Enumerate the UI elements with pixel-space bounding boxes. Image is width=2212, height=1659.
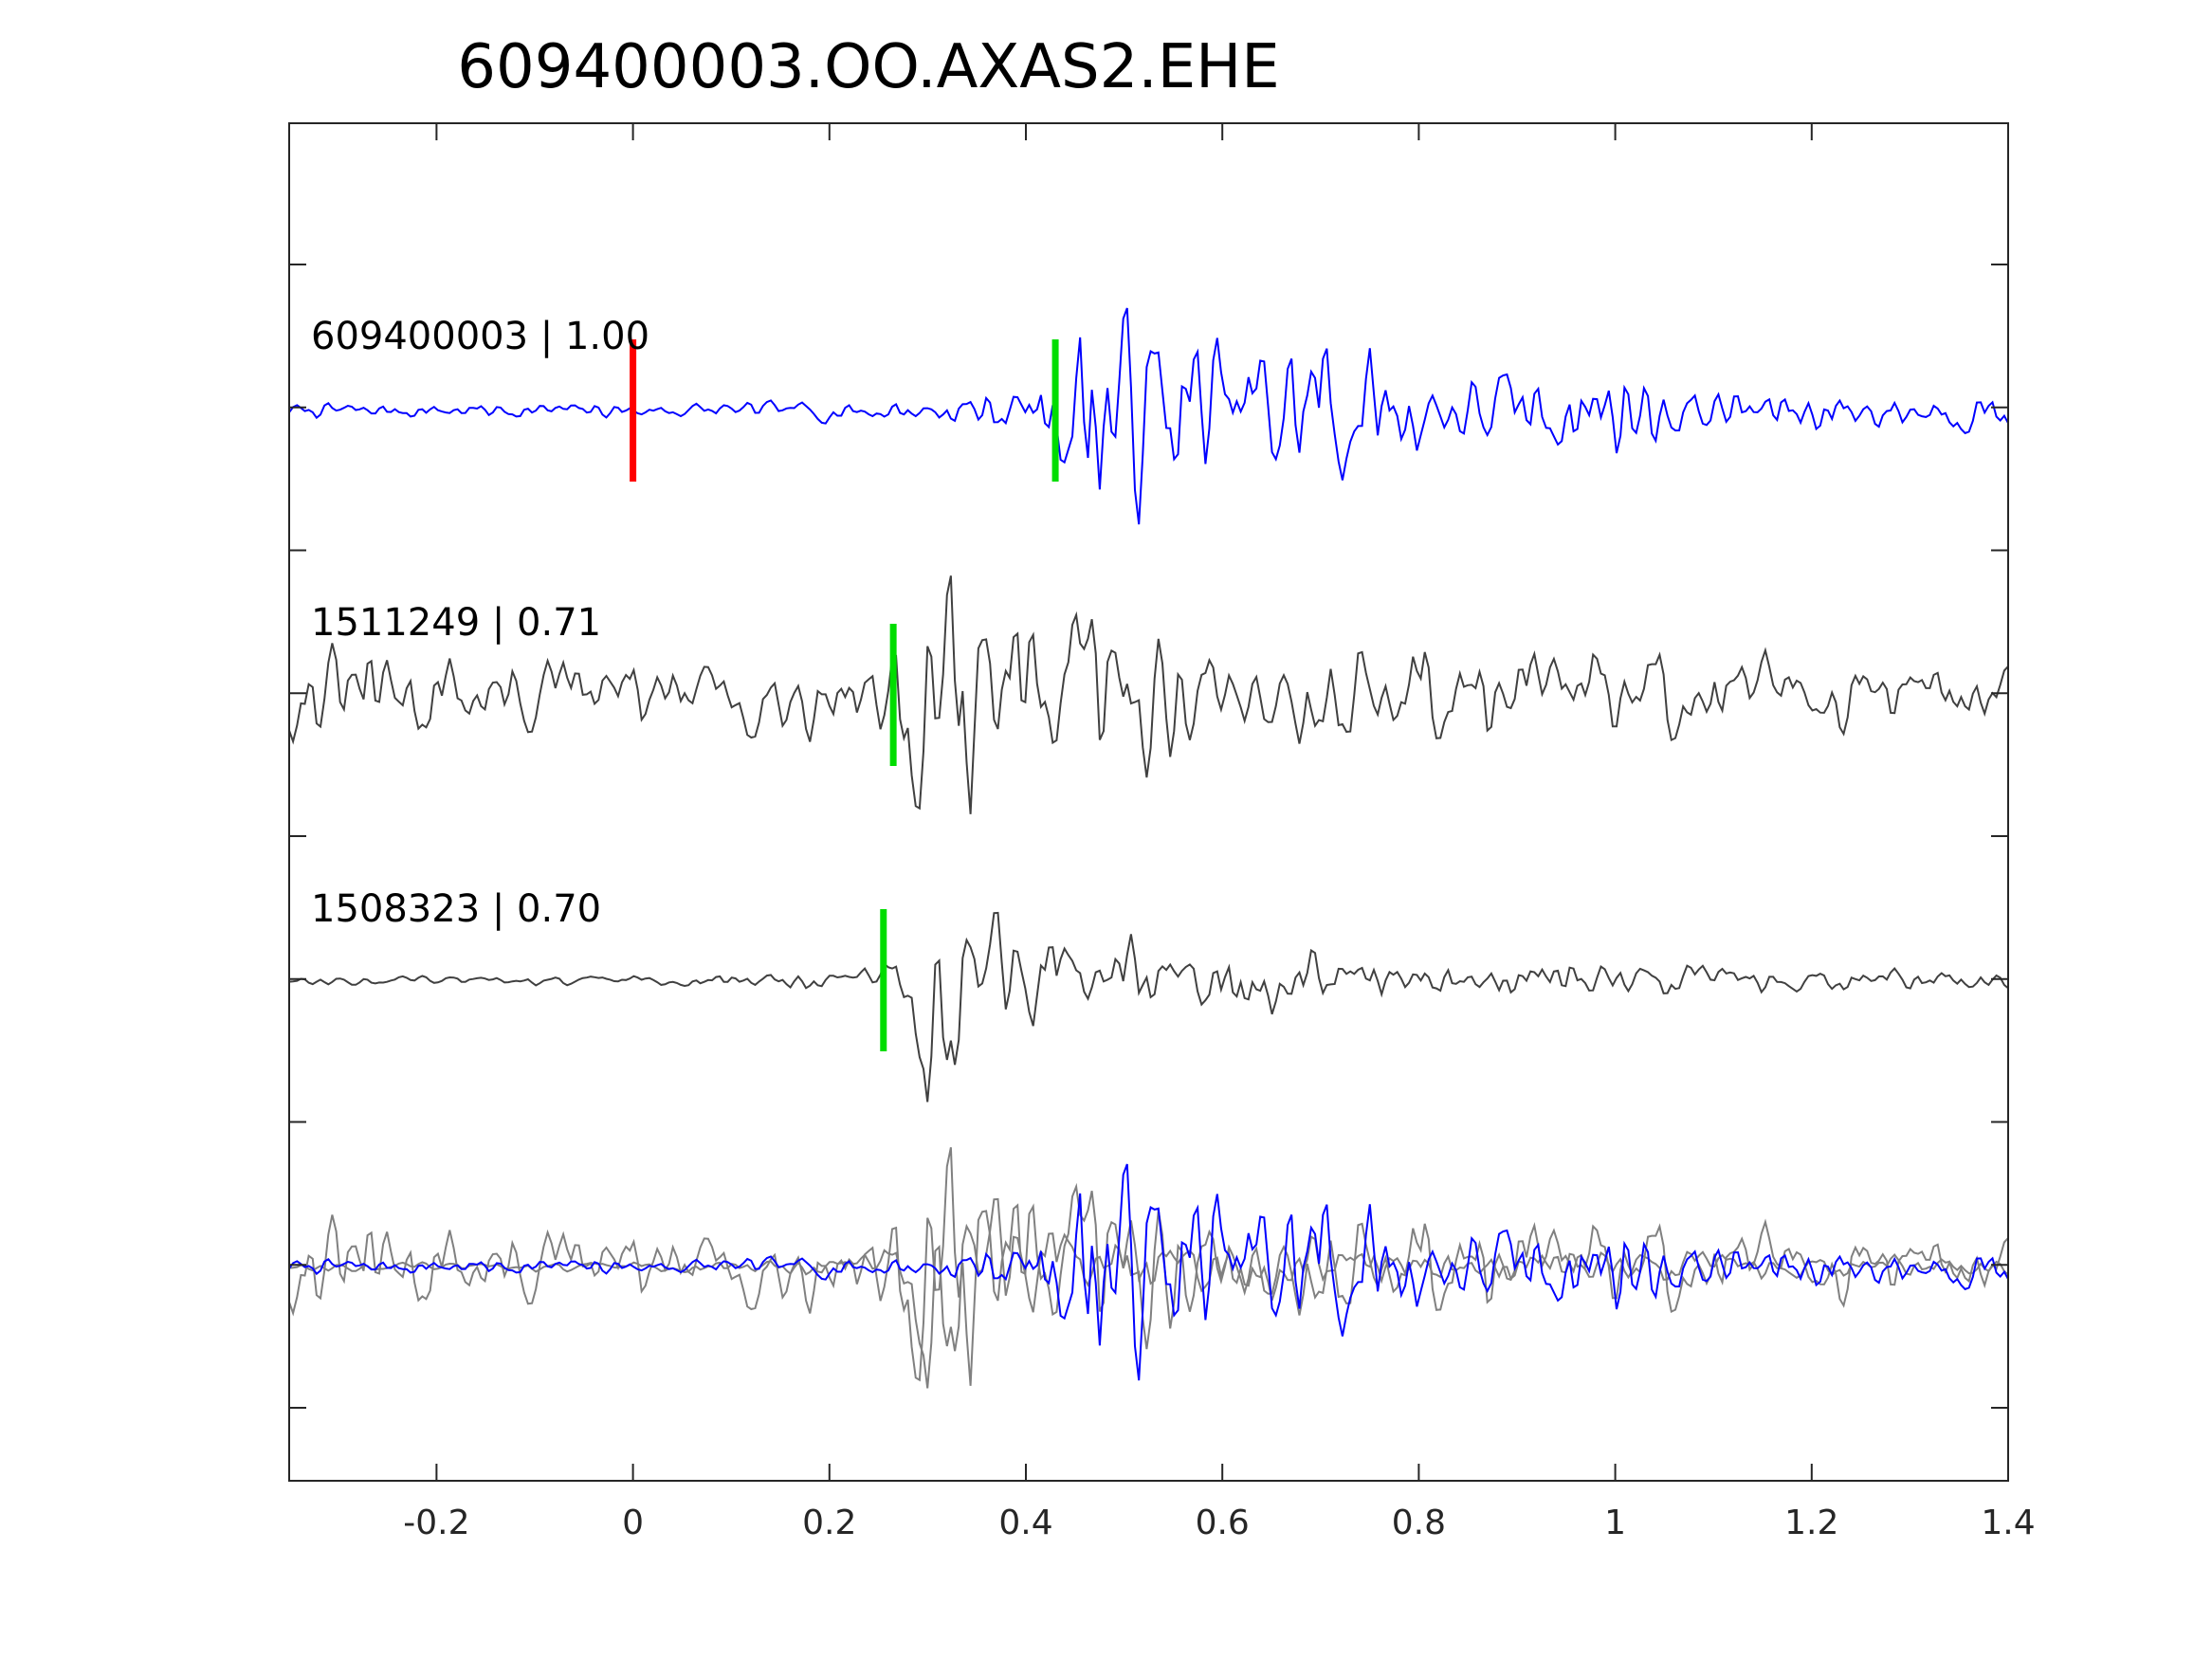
- trace-label: 609400003 | 1.00: [311, 315, 649, 358]
- overlay-trace-line: [288, 1147, 2009, 1386]
- trace-label: 1511249 | 0.71: [311, 601, 601, 645]
- picks-layer: [630, 339, 1059, 1051]
- x-tick-label: 0.2: [802, 1504, 856, 1542]
- trace-label: 1508323 | 0.70: [311, 887, 601, 931]
- trace-line: [288, 575, 2009, 814]
- axes-frame: [288, 122, 2009, 1482]
- axis-ticks-layer: -0.2 0 0.2 0.4 0.6 0.8 1 1.2 1.4: [289, 123, 2036, 1542]
- x-tick-label: 1.4: [1981, 1504, 2035, 1542]
- traces-layer: [288, 307, 2009, 1389]
- overlay-trace-line: [288, 1163, 2009, 1381]
- x-tick-label: 0.4: [998, 1504, 1052, 1542]
- chart-title: 609400003.OO.AXAS2.EHE: [457, 32, 1279, 102]
- x-tick-label: 0.8: [1392, 1504, 1446, 1542]
- x-tick-label: 0: [622, 1504, 644, 1542]
- trace-line: [288, 307, 2009, 525]
- x-tick-label: 0.6: [1196, 1504, 1250, 1542]
- trace-labels-layer: 609400003 | 1.00 1511249 | 0.71 1508323 | …: [311, 315, 649, 931]
- x-tick-label: 1: [1604, 1504, 1626, 1542]
- trace-line: [288, 911, 2009, 1103]
- x-tick-label: -0.2: [403, 1504, 469, 1542]
- x-tick-label: 1.2: [1784, 1504, 1838, 1542]
- overlay-trace-line: [288, 1197, 2009, 1389]
